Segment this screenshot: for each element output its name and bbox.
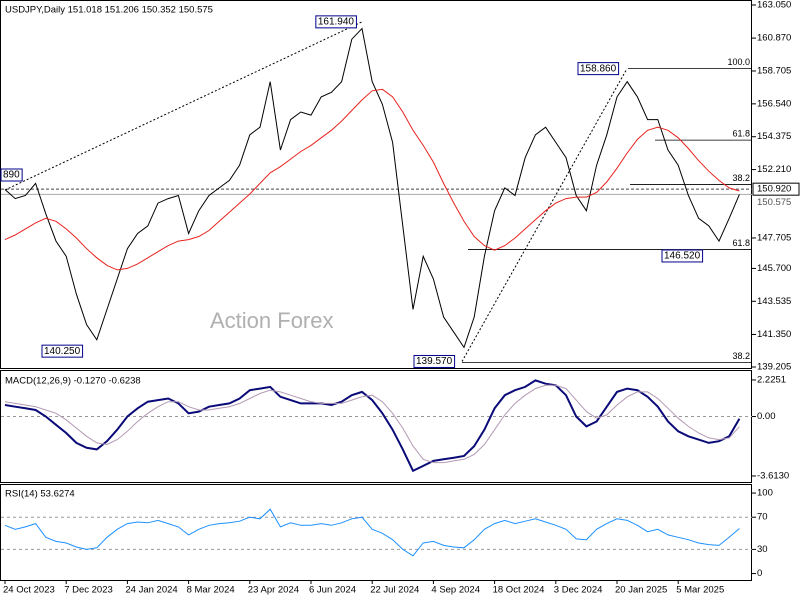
series-line [4, 508, 740, 557]
price-annotation: 161.940 [315, 15, 357, 29]
annotation-label: 890 [3, 170, 20, 181]
fib-label: 61.8 [732, 129, 750, 139]
y-tick-label: 143.535 [757, 296, 791, 307]
y-tick-label: 141.350 [757, 329, 791, 340]
panel-title: RSI(14) 53.6274 [5, 489, 75, 500]
price-annotation: 158.860 [577, 62, 620, 76]
y-tick-label: 139.205 [757, 362, 791, 373]
x-tick-label: 3 Dec 2024 [554, 585, 603, 596]
price-annotation: 890 [0, 168, 23, 182]
annotation-label: 140.250 [44, 346, 81, 357]
x-tick-label: 22 Jul 2024 [370, 585, 419, 596]
y-tick-label: 145.700 [757, 263, 791, 274]
y-tick-label: 147.705 [757, 232, 791, 243]
annotation-label: 146.520 [664, 251, 701, 262]
x-tick-label: 7 Dec 2023 [64, 585, 113, 596]
series-line [4, 379, 741, 473]
y-tick-label: 70 [757, 512, 768, 523]
x-tick-label: 20 Jan 2025 [615, 585, 667, 596]
annotation-box [41, 344, 84, 358]
y-tick-label: 154.375 [757, 131, 791, 142]
y-tick-label: 158.705 [757, 65, 791, 76]
fib-label: 61.8 [732, 238, 750, 248]
panel-title: USDJPY,Daily 151.018 151.206 150.352 150… [5, 5, 213, 16]
last-price-label: 150.920 [757, 184, 791, 195]
x-tick-label: 24 Oct 2023 [3, 585, 55, 596]
price-annotation: 139.570 [413, 354, 456, 368]
annotation-box [413, 354, 456, 368]
series-line [4, 384, 740, 464]
x-tick-label: 5 Mar 2025 [676, 585, 724, 596]
close-price-label: 150.575 [757, 197, 791, 208]
price-annotation: 146.520 [661, 249, 704, 263]
fib-label: 38.2 [732, 173, 750, 183]
x-tick-label: 8 Mar 2024 [187, 585, 235, 596]
y-tick-label: 152.210 [757, 164, 791, 175]
y-tick-label: 30 [757, 544, 768, 555]
macd-panel [0, 370, 752, 483]
last-price-box [752, 182, 800, 196]
y-tick-label: 156.540 [757, 98, 791, 109]
x-tick-label: 6 Jun 2024 [309, 585, 356, 596]
annotation-box [0, 168, 23, 182]
y-tick-label: 0.00 [757, 411, 776, 422]
y-tick-label: -3.6130 [757, 470, 789, 481]
trend-line [461, 68, 628, 362]
annotation-box [577, 62, 620, 76]
x-tick-label: 23 Apr 2024 [248, 585, 299, 596]
annotation-label: 139.570 [416, 356, 453, 367]
annotation-box [661, 249, 704, 263]
annotation-label: 158.860 [580, 63, 617, 74]
y-tick-label: 160.870 [757, 33, 791, 44]
watermark: Action Forex [210, 308, 334, 333]
y-tick-label: 100 [757, 488, 773, 499]
fib-label: 100.0 [727, 57, 750, 67]
fib-label: 38.2 [732, 351, 750, 361]
x-tick-label: 24 Jan 2024 [125, 585, 177, 596]
rsi-panel [0, 484, 752, 581]
annotation-box [315, 15, 357, 29]
panel-title: MACD(12,26,9) -0.1270 -0.6238 [5, 376, 141, 387]
y-tick-label: 163.050 [757, 0, 791, 11]
y-tick-label: 0 [757, 568, 762, 579]
x-tick-label: 4 Sep 2024 [431, 585, 480, 596]
price-annotation: 140.250 [41, 344, 84, 358]
y-tick-label: 2.2251 [757, 374, 786, 385]
annotation-label: 161.940 [318, 17, 355, 28]
trend-line [4, 21, 363, 191]
x-tick-label: 18 Oct 2024 [493, 585, 545, 596]
series-line [4, 27, 740, 349]
series-line [4, 88, 740, 271]
